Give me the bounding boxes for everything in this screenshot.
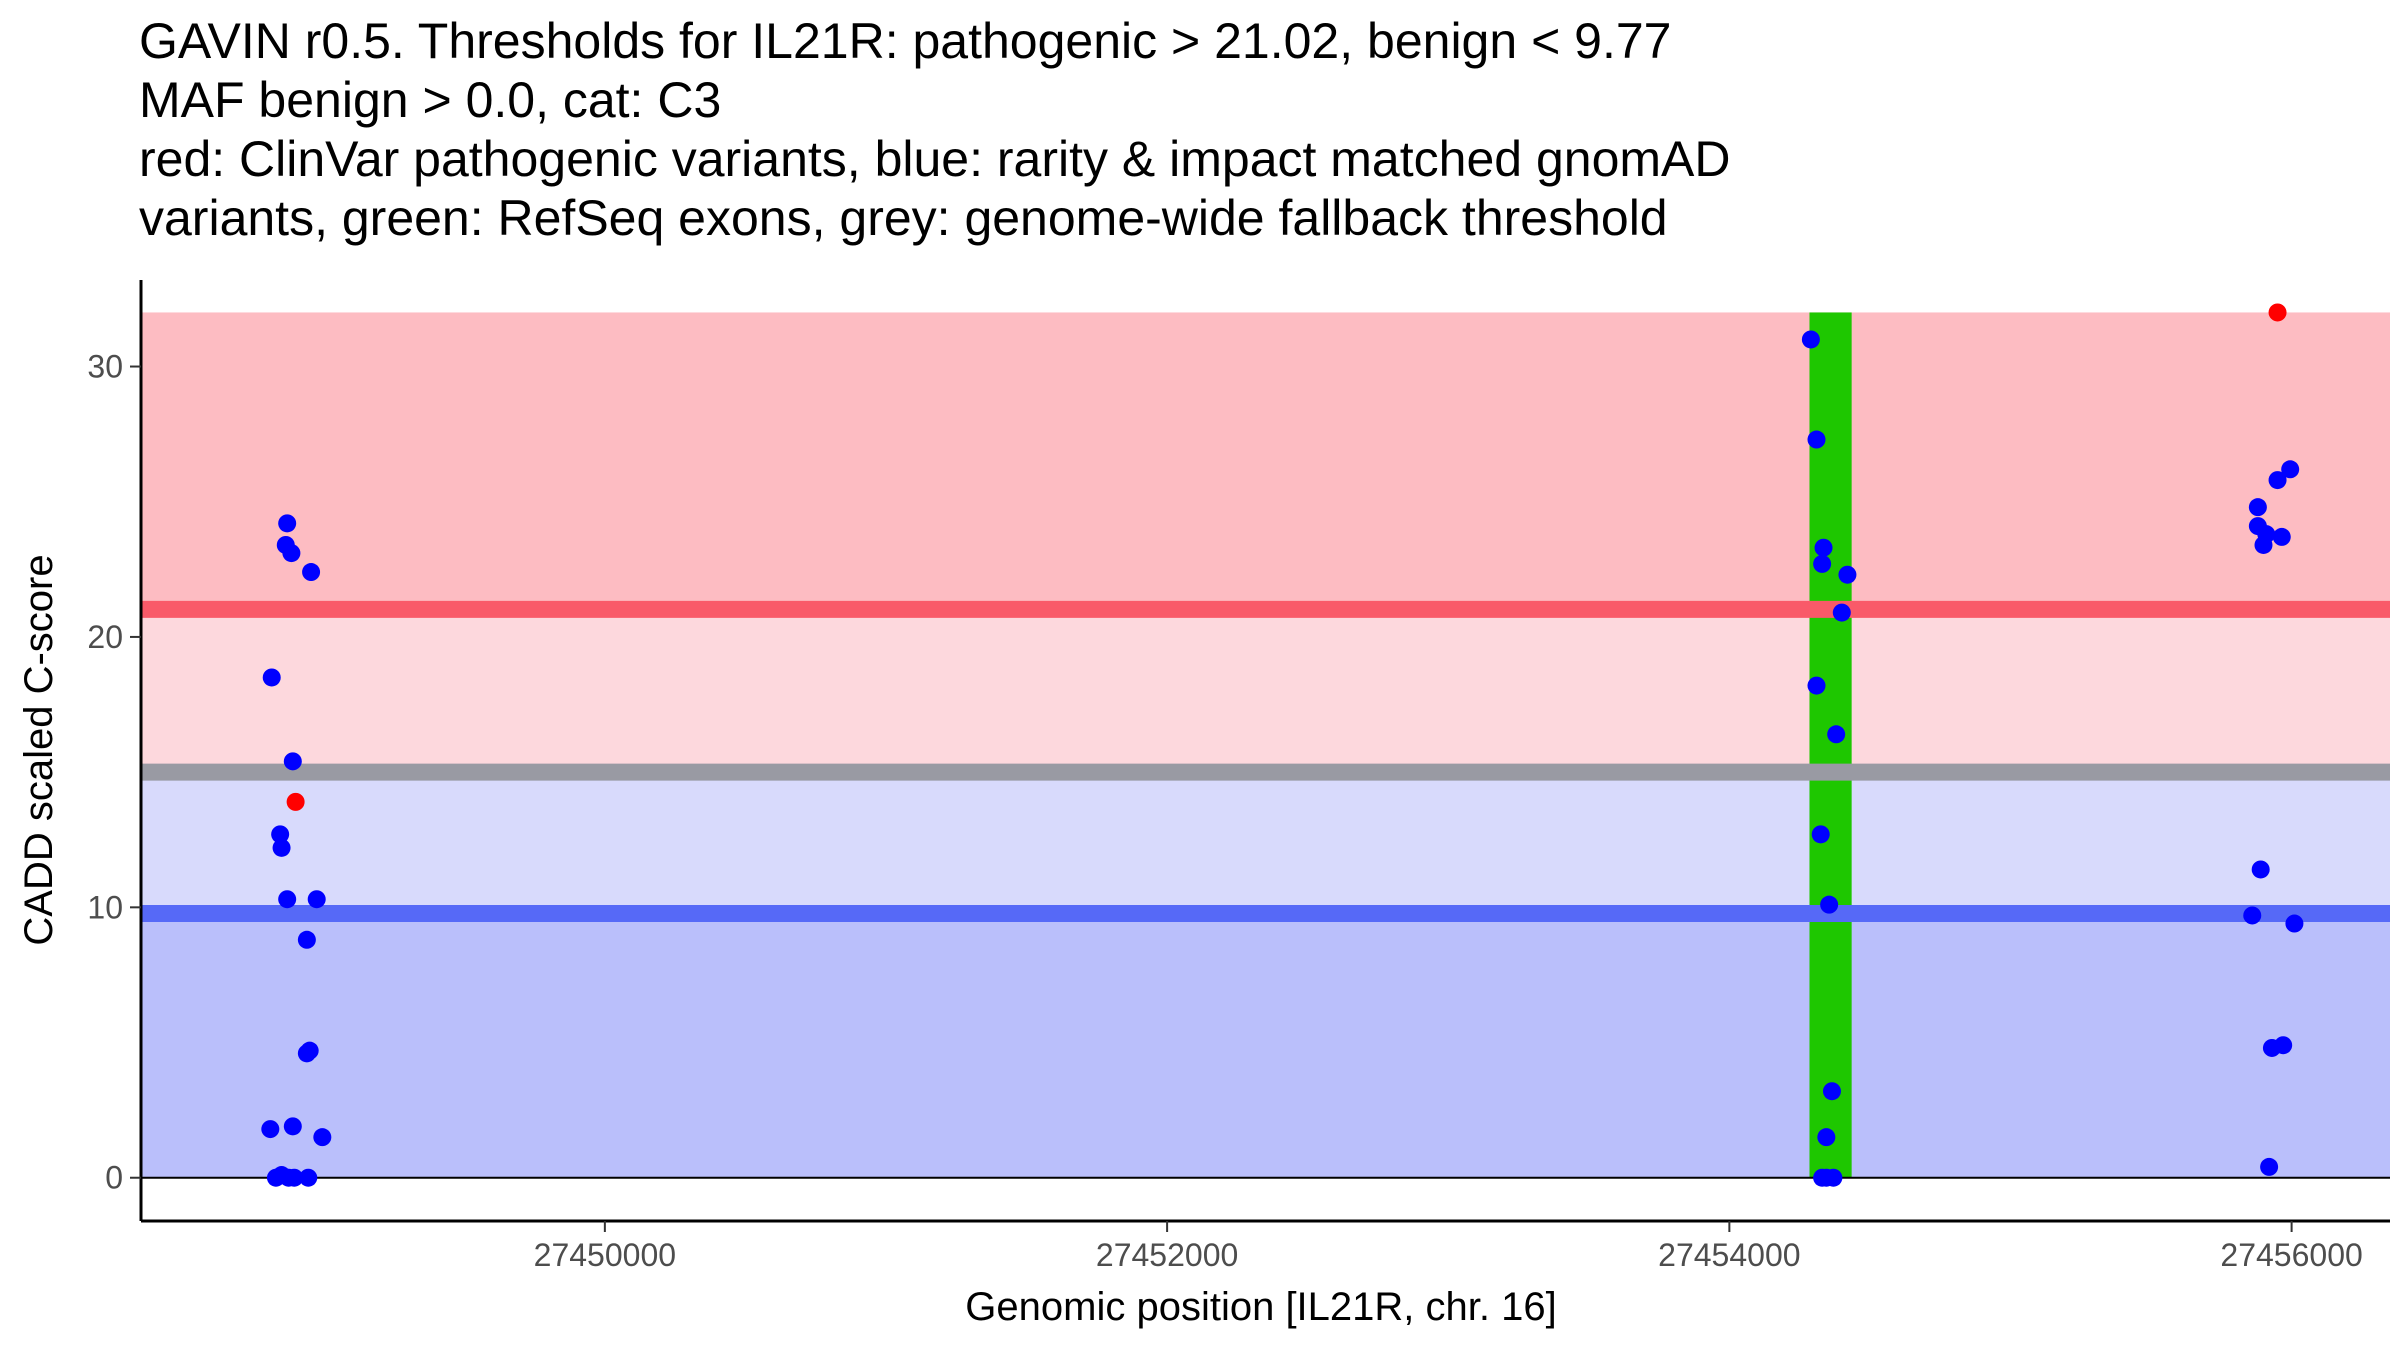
chart-title-line-4: variants, green: RefSeq exons, grey: gen…	[139, 190, 1668, 246]
chart-title: GAVIN r0.5. Thresholds for IL21R: pathog…	[139, 12, 1730, 248]
threshold-regions	[141, 312, 2390, 1178]
gnomad-point	[2251, 860, 2270, 879]
gnomad-point	[2260, 1157, 2279, 1176]
y-tick-label: 20	[87, 619, 123, 655]
gnomad-point	[1832, 603, 1851, 622]
gnomad-point	[272, 838, 291, 857]
gnomad-point	[2281, 460, 2300, 479]
gnomad-point	[299, 1168, 318, 1187]
gnomad-point	[307, 890, 326, 909]
gnomad-point	[2272, 527, 2291, 546]
chart-title-line-3: red: ClinVar pathogenic variants, blue: …	[139, 131, 1731, 187]
gnomad-point	[1838, 565, 1857, 584]
x-axis-title: Genomic position [IL21R, chr. 16]	[965, 1285, 1556, 1329]
gnomad-point	[1824, 1168, 1843, 1187]
lower-grey-zone	[141, 772, 2390, 914]
axis-ticks: 27450000 27452000 27454000 27456000 0 10 20 30	[87, 349, 2362, 1273]
gnomad-point	[262, 668, 281, 687]
gnomad-point	[2285, 914, 2304, 933]
gnomad-point	[285, 1168, 304, 1187]
gnomad-point	[297, 930, 316, 949]
x-tick-label: 27454000	[1658, 1237, 1800, 1273]
gnomad-point	[1807, 676, 1826, 695]
gnomad-point	[302, 563, 321, 582]
gnomad-point	[1813, 554, 1832, 573]
variant-points	[261, 303, 2304, 1187]
gnomad-point	[1811, 825, 1830, 844]
gnomad-point	[278, 514, 297, 533]
gnomad-point	[1801, 330, 1820, 349]
x-tick-label: 27450000	[534, 1237, 676, 1273]
gnomad-point	[313, 1128, 332, 1147]
gnomad-point	[2257, 525, 2276, 544]
y-tick-label: 30	[87, 349, 123, 385]
gnomad-point	[278, 890, 297, 909]
clinvar-point	[286, 792, 305, 811]
gnomad-point	[2274, 1036, 2293, 1055]
gnomad-point	[1814, 538, 1833, 557]
y-tick-label: 10	[87, 889, 123, 925]
gnomad-point	[271, 825, 290, 844]
x-tick-label: 27456000	[2220, 1237, 2362, 1273]
threshold-lines	[141, 600, 2390, 923]
exon-band-1	[1809, 312, 1852, 1178]
y-axis-title: CADD scaled C-score	[17, 554, 61, 945]
gnomad-point	[1807, 430, 1826, 449]
gnomad-point	[283, 1117, 302, 1136]
y-tick-label: 0	[105, 1160, 123, 1196]
gnomad-point	[1822, 1082, 1841, 1101]
gnomad-point	[282, 544, 301, 563]
gnomad-point	[261, 1120, 280, 1139]
gnomad-point	[283, 752, 302, 771]
clinvar-point	[2268, 303, 2287, 322]
x-tick-label: 27452000	[1096, 1237, 1238, 1273]
chart-title-line-1: GAVIN r0.5. Thresholds for IL21R: pathog…	[139, 13, 1672, 69]
benign-region	[141, 913, 2390, 1178]
upper-grey-zone	[141, 609, 2390, 773]
gnomad-point	[2248, 498, 2267, 517]
axes	[139, 280, 2390, 1223]
gnomad-point	[1817, 1128, 1836, 1147]
gnomad-point	[1827, 725, 1846, 744]
gnomad-point	[2243, 906, 2262, 925]
exon-bands	[1809, 312, 1852, 1178]
pathogenic-region	[141, 312, 2390, 610]
gnomad-point	[300, 1041, 319, 1060]
gnomad-point	[1820, 895, 1839, 914]
gnomad-point	[2268, 471, 2287, 490]
chart-title-line-2: MAF benign > 0.0, cat: C3	[139, 72, 722, 128]
